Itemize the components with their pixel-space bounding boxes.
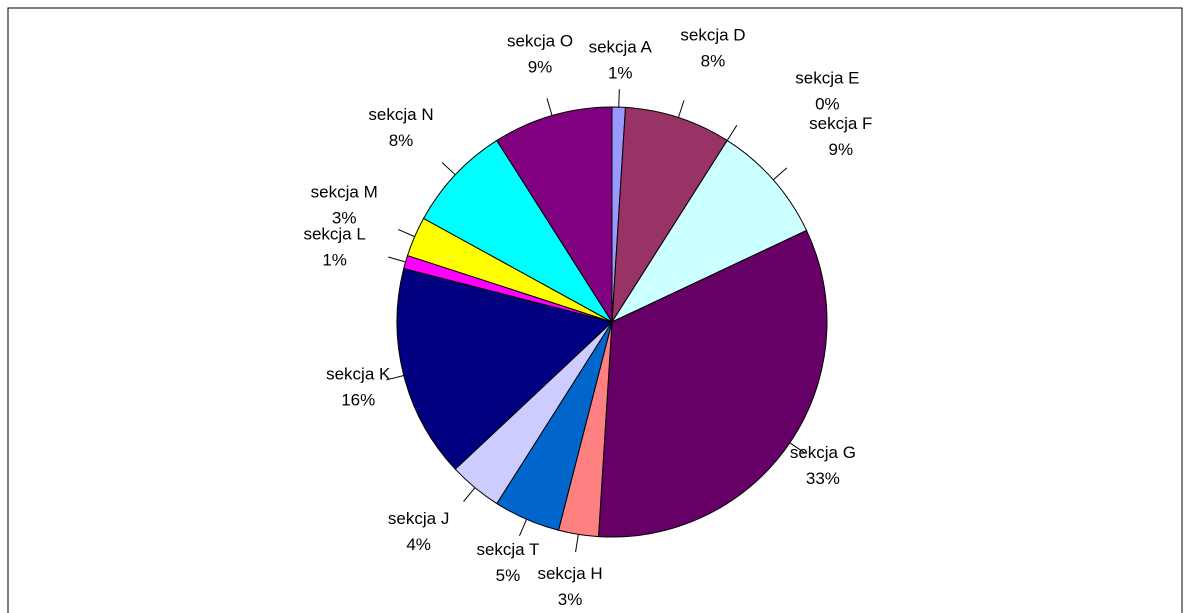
slice-value-label: 3%	[558, 590, 583, 609]
slice-label: sekcja A	[589, 38, 653, 57]
pie-slice	[396, 267, 614, 470]
slice-value-label: 9%	[528, 58, 553, 77]
leader-line	[388, 256, 406, 263]
slice-value-label: 9%	[828, 140, 853, 159]
slice-value-label: 5%	[496, 566, 521, 585]
slice-value-label: 8%	[389, 131, 414, 150]
chart-frame	[7, 7, 1183, 613]
leader-line	[386, 374, 404, 381]
slice-label: sekcja J	[388, 509, 449, 528]
slice-value-label: 3%	[332, 208, 357, 227]
slice-label: sekcja D	[680, 25, 745, 44]
pie-slice	[611, 106, 728, 323]
slice-value-label: 1%	[322, 251, 347, 270]
leader-line	[441, 162, 456, 176]
leader-line	[789, 442, 805, 454]
leader-line	[519, 519, 528, 537]
slice-value-label: 0%	[815, 94, 840, 113]
slice-value-label: 16%	[341, 391, 375, 410]
pie-slice	[597, 229, 828, 538]
slice-label: sekcja G	[790, 443, 856, 462]
slice-label: sekcja F	[809, 114, 872, 133]
leader-line	[546, 98, 553, 116]
leader-line	[618, 89, 620, 108]
slice-label: sekcja T	[476, 540, 539, 559]
leader-line	[677, 100, 685, 118]
leader-line	[575, 534, 579, 553]
leader-line	[726, 125, 738, 141]
slice-value-label: 1%	[608, 64, 633, 83]
slice-label: sekcja M	[311, 182, 378, 201]
slice-label: sekcja H	[537, 564, 602, 583]
slice-label: sekcja N	[368, 105, 433, 124]
slice-label: sekcja E	[795, 68, 859, 87]
slice-label: sekcja L	[303, 225, 365, 244]
slice-value-label: 4%	[406, 535, 431, 554]
slice-value-label: 33%	[806, 469, 840, 488]
slice-label: sekcja O	[507, 32, 573, 51]
leader-line	[397, 229, 415, 238]
slice-label: sekcja K	[326, 365, 391, 384]
pie-slice	[422, 139, 613, 323]
slice-value-label: 8%	[701, 51, 726, 70]
leader-line	[463, 487, 476, 502]
leader-line	[772, 167, 788, 181]
